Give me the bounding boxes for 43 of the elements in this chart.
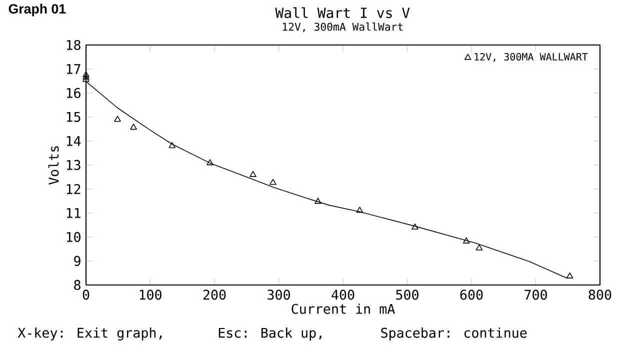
- y-tick-label: 11: [66, 208, 80, 218]
- point: [566, 272, 574, 278]
- x-axis-title: Current in mA: [292, 304, 395, 314]
- legend-label: 12V, 300MA WALLWART: [474, 52, 588, 62]
- chart-title: Wall Wart I vs V: [275, 7, 410, 18]
- x-tick-label: 500: [396, 290, 418, 300]
- y-tick-label: 15: [66, 112, 80, 122]
- y-tick-label: 10: [66, 232, 80, 242]
- point: [130, 124, 137, 130]
- y-tick-label: 16: [66, 88, 80, 98]
- point: [462, 237, 470, 244]
- y-tick-label: 18: [66, 40, 80, 50]
- point: [114, 116, 121, 122]
- point: [168, 142, 176, 148]
- y-tick-label: 9: [74, 256, 80, 266]
- point: [476, 244, 483, 250]
- y-tick-label: 14: [66, 136, 81, 146]
- y-axis-title: Volts: [48, 146, 59, 185]
- point: [82, 74, 90, 80]
- x-tick-label: 700: [524, 290, 547, 300]
- point: [412, 224, 418, 230]
- x-tick-label: 300: [268, 290, 290, 300]
- y-tick-label: 8: [74, 280, 80, 290]
- caption: Graph 01: [8, 4, 66, 16]
- x-tick-label: 800: [588, 290, 612, 300]
- x-tick-label: 200: [203, 290, 226, 300]
- text: Esc: Back up,: [218, 328, 322, 340]
- point: [82, 71, 90, 78]
- text: X-key: Exit graph,: [18, 327, 162, 340]
- chart-subtitle: 12V, 300mA WallWart: [282, 22, 403, 32]
- point: [250, 170, 256, 177]
- x-tick-label: 100: [140, 290, 162, 300]
- x-tick-label: 600: [460, 290, 483, 300]
- x-tick-label: 400: [332, 290, 354, 300]
- point: [314, 198, 322, 204]
- point: [270, 178, 276, 185]
- text: Spacebar: continue: [381, 328, 527, 340]
- point: [206, 159, 214, 166]
- x-tick-label: 0: [82, 290, 90, 300]
- point: [356, 206, 364, 213]
- y-tick-label: 12: [66, 184, 80, 194]
- y-tick-label: 17: [66, 64, 80, 74]
- y-tick-label: 13: [66, 160, 80, 170]
